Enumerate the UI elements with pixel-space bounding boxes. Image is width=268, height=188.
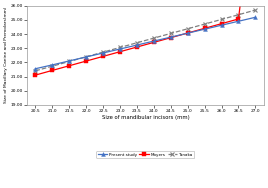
Moyers [186, 32, 189, 34]
Y-axis label: Size of Maxillary Canine and Premolars(mm): Size of Maxillary Canine and Premolars(m… [4, 7, 8, 103]
Moyers [237, 18, 240, 20]
Tanaka [68, 60, 71, 63]
Tanaka [186, 28, 189, 30]
Tanaka [34, 70, 37, 72]
Moyers [68, 65, 71, 67]
Moyers [51, 69, 54, 72]
Line: Moyers: Moyers [34, 0, 257, 77]
Present study [203, 28, 206, 30]
Tanaka [135, 42, 139, 44]
Tanaka [51, 65, 54, 67]
Line: Present study: Present study [34, 15, 257, 71]
Moyers [220, 23, 223, 25]
Tanaka [254, 9, 257, 11]
Present study [237, 20, 240, 22]
Present study [169, 36, 172, 38]
Present study [34, 68, 37, 70]
Legend: Present study, Moyers, Tanaka: Present study, Moyers, Tanaka [96, 151, 194, 158]
Present study [118, 48, 122, 50]
Tanaka [220, 18, 223, 20]
Moyers [135, 46, 139, 48]
Moyers [84, 60, 88, 62]
Tanaka [203, 23, 206, 25]
Moyers [118, 51, 122, 53]
Present study [68, 60, 71, 62]
Tanaka [102, 51, 105, 53]
Line: Tanaka: Tanaka [34, 8, 257, 73]
Tanaka [84, 56, 88, 58]
Moyers [34, 74, 37, 76]
Tanaka [152, 37, 155, 39]
Tanaka [169, 32, 172, 35]
Present study [51, 64, 54, 66]
Present study [84, 56, 88, 58]
Moyers [152, 41, 155, 43]
Present study [220, 24, 223, 26]
Moyers [169, 36, 172, 39]
Moyers [102, 55, 105, 58]
Moyers [203, 27, 206, 30]
Present study [254, 16, 257, 18]
Present study [152, 40, 155, 42]
Present study [102, 52, 105, 54]
Tanaka [118, 46, 122, 49]
Tanaka [237, 14, 240, 16]
X-axis label: Size of mandibular incisors (mm): Size of mandibular incisors (mm) [102, 115, 189, 120]
Present study [186, 32, 189, 34]
Present study [135, 44, 139, 46]
